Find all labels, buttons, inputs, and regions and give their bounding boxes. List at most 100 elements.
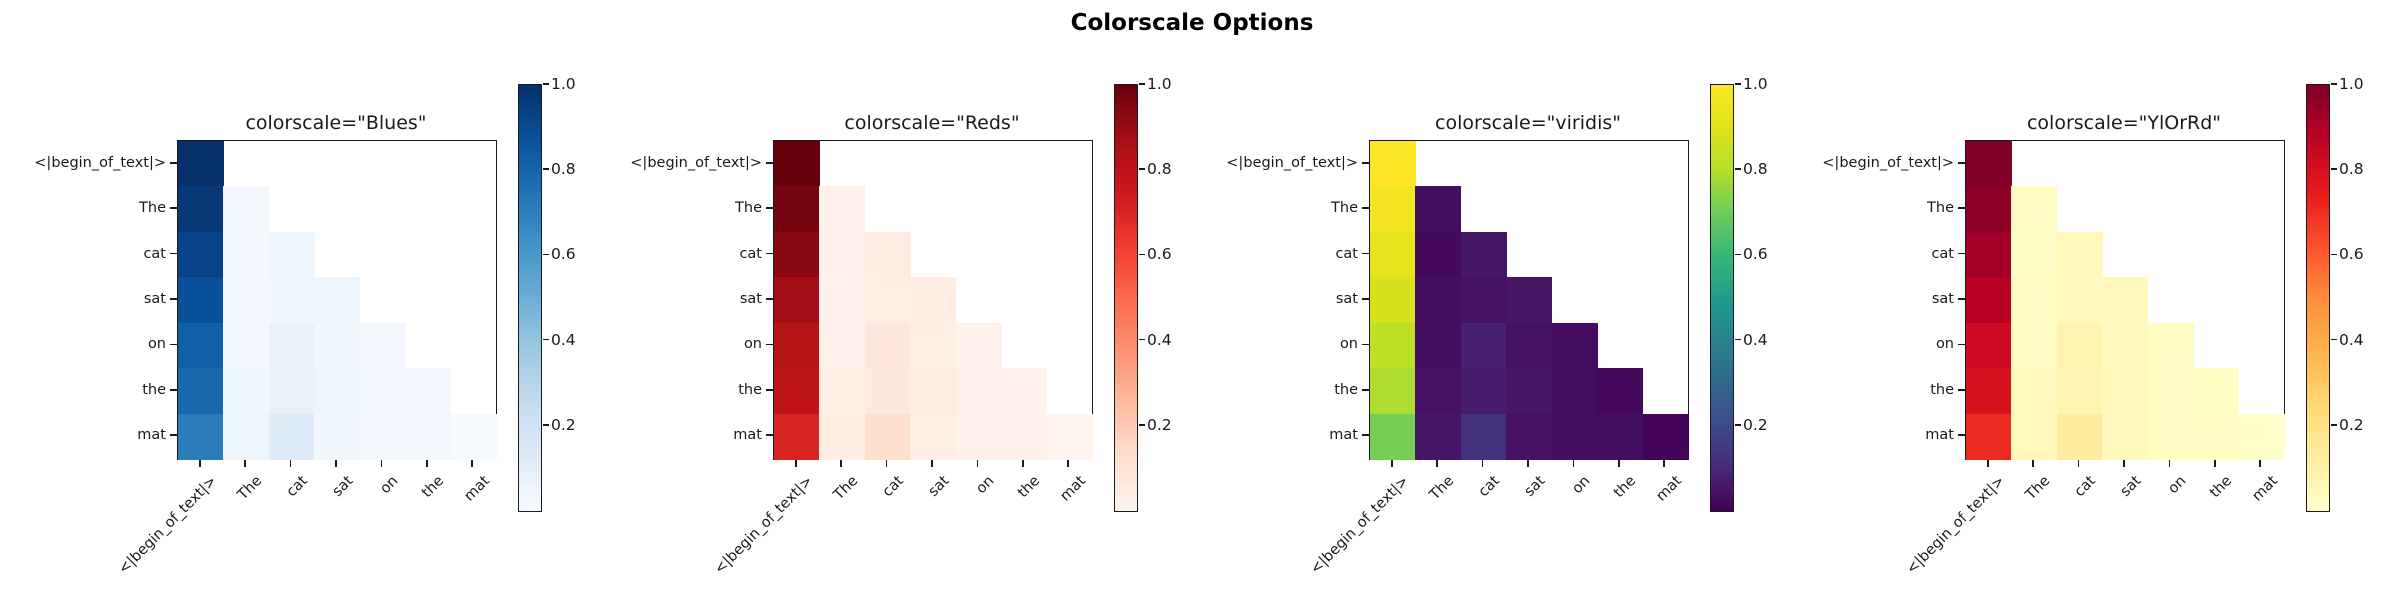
colorbar-tick <box>2331 338 2338 341</box>
heatmap-cell <box>2056 231 2103 278</box>
y-axis-tick-label: mat <box>1329 427 1358 444</box>
colorbar-tick <box>543 83 550 85</box>
x-axis-tick-label: mat <box>1653 473 1685 505</box>
heatmap-cell <box>223 277 270 324</box>
subplot-title: colorscale="Blues" <box>245 112 427 134</box>
x-tick <box>1986 459 1989 468</box>
y-axis-tick-label: <|begin_of_text|> <box>630 154 762 171</box>
colorbar <box>518 84 542 512</box>
x-axis-tick-label: sat <box>1521 473 1549 500</box>
y-tick <box>1957 161 1965 164</box>
colorbar-tick-label: 0.4 <box>551 330 576 349</box>
y-axis-tick-label: The <box>139 200 166 217</box>
heatmap-cell <box>178 186 225 233</box>
heatmap-cell <box>178 413 225 460</box>
heatmap-cell <box>2011 186 2058 233</box>
panel-blues: colorscale="Blues" <|begin_of_text|> The ca… <box>0 0 596 608</box>
x-axis-tick-label: sat <box>2117 473 2145 500</box>
colorbar-tick-label: 0.2 <box>2339 415 2364 434</box>
y-axis-tick-label: mat <box>137 427 166 444</box>
y-tick <box>169 389 177 391</box>
colorbar-tick-label: 0.2 <box>551 415 576 434</box>
y-axis-tick-label: on <box>1339 336 1358 353</box>
x-tick <box>1436 459 1438 468</box>
y-axis-tick-label: on <box>743 336 762 353</box>
x-axis-tick-label: the <box>2207 473 2236 502</box>
x-axis-tick-label: mat <box>1057 473 1089 505</box>
heatmap-cell <box>955 413 1002 460</box>
x-axis-tick-label: on <box>2165 473 2190 498</box>
colorbar-tick <box>2331 423 2338 426</box>
x-axis-tick-label: on <box>377 473 402 498</box>
y-axis-tick-label: The <box>1331 200 1358 217</box>
x-tick <box>2214 459 2216 468</box>
colorbar-tick <box>1139 253 1146 256</box>
y-tick <box>1361 298 1369 300</box>
y-tick <box>765 343 773 346</box>
y-tick <box>1361 389 1369 391</box>
heatmap-cell <box>819 413 866 460</box>
colorbar-tick <box>2331 83 2338 85</box>
heatmap-cell <box>819 277 866 324</box>
heatmap-cell <box>2147 322 2194 369</box>
y-axis-tick-label: the <box>738 381 762 398</box>
y-axis-tick-label: The <box>1927 200 1954 217</box>
colorbar-tick <box>543 423 550 426</box>
panel-ylorrd: colorscale="YlOrRd" <|begin_of_text|> The c… <box>1788 0 2384 608</box>
heatmap-cell <box>314 413 361 460</box>
colorbar-tick <box>2331 253 2338 256</box>
x-axis-tick-label: The <box>1427 473 1458 504</box>
heatmap-cell <box>1370 277 1417 324</box>
heatmap-cell <box>268 231 315 278</box>
panel-reds: colorscale="Reds" <|begin_of_text|> The cat… <box>596 0 1192 608</box>
colorbar-tick <box>543 338 550 341</box>
heatmap-cell <box>1597 413 1644 460</box>
colorbar-tick-label: 1.0 <box>551 75 576 93</box>
x-tick <box>1067 459 1070 468</box>
colorbar-tick <box>1139 338 1146 341</box>
heatmap-cell <box>359 322 406 369</box>
x-tick <box>2032 459 2034 468</box>
heatmap <box>177 140 497 460</box>
colorbar <box>1710 84 1734 512</box>
panel-viridis: colorscale="viridis" <|begin_of_text|> The… <box>1192 0 1788 608</box>
y-axis-tick-label: on <box>147 336 166 353</box>
subplot-title: colorscale="viridis" <box>1435 112 1621 134</box>
x-axis-tick-label: <|begin_of_text|> <box>711 473 817 578</box>
heatmap-cell <box>178 277 225 324</box>
heatmap-cell <box>405 368 452 415</box>
colorbar-tick-label: 0.8 <box>1147 160 1172 179</box>
y-tick <box>1957 343 1965 346</box>
heatmap-cell <box>819 368 866 415</box>
heatmap-cell <box>2238 413 2285 460</box>
heatmap-cell <box>819 186 866 233</box>
heatmap-cell <box>1506 322 1553 369</box>
x-tick <box>2123 459 2125 468</box>
y-tick <box>765 161 773 164</box>
x-axis-tick-label: mat <box>2249 473 2281 505</box>
heatmap <box>1965 140 2285 460</box>
heatmap-cell <box>1966 141 2013 188</box>
y-axis-tick-label: The <box>735 200 762 217</box>
x-axis-tick-label: cat <box>1475 473 1503 501</box>
heatmap-cell <box>1460 277 1507 324</box>
y-axis-tick-label: mat <box>733 427 762 444</box>
y-axis-tick-label: cat <box>739 245 762 262</box>
y-tick <box>1957 298 1965 300</box>
heatmap-cell <box>1001 368 1048 415</box>
heatmap-cell <box>268 277 315 324</box>
heatmap-cell <box>223 368 270 415</box>
heatmap-cell <box>2011 277 2058 324</box>
heatmap-cell <box>2011 231 2058 278</box>
colorbar-tick <box>1139 83 1146 85</box>
heatmap-cell <box>1551 413 1598 460</box>
heatmap-cell <box>359 368 406 415</box>
x-tick <box>335 459 337 468</box>
y-tick <box>1957 434 1965 437</box>
heatmap-cell <box>2102 413 2149 460</box>
heatmap-cell <box>1506 368 1553 415</box>
heatmap-cell <box>955 368 1002 415</box>
y-tick <box>1957 207 1965 209</box>
heatmap-cell <box>774 368 821 415</box>
